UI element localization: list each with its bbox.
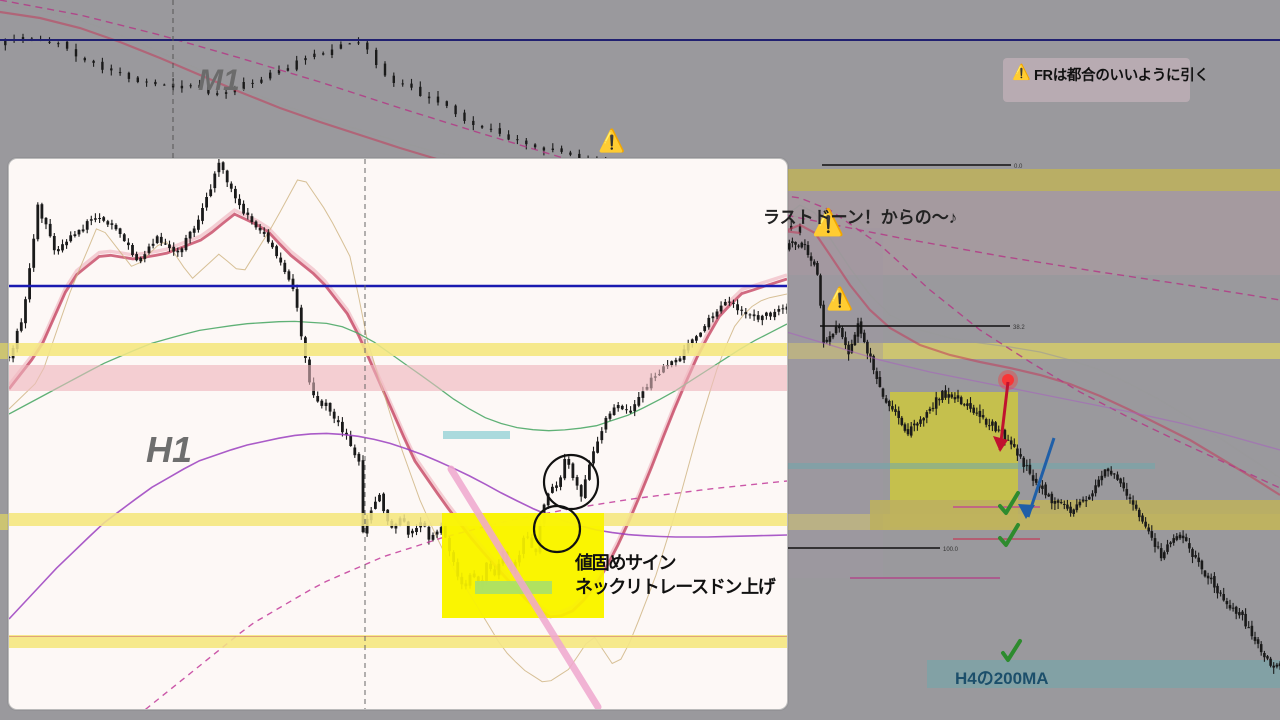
svg-text:100.0: 100.0: [943, 547, 959, 553]
svg-text:0.0: 0.0: [1014, 164, 1023, 170]
svg-text:38.2: 38.2: [1013, 325, 1025, 331]
